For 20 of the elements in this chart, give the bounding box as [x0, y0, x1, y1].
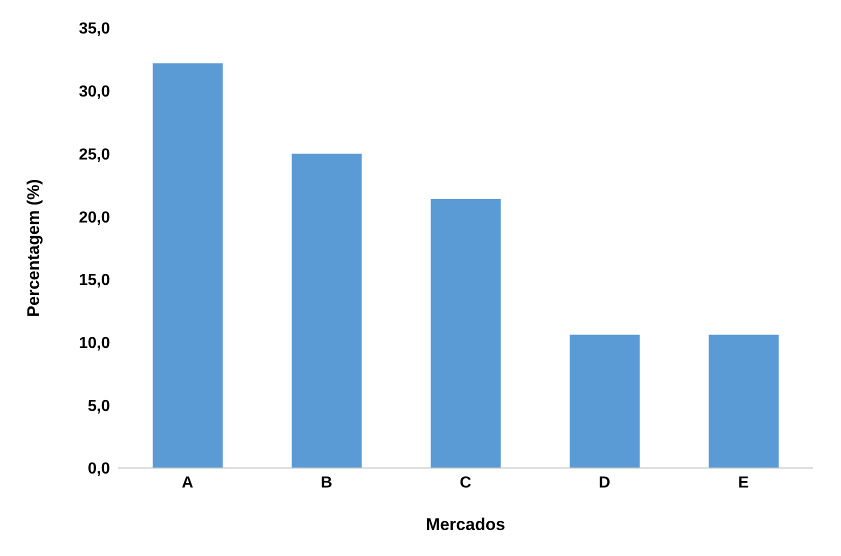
bar	[152, 63, 223, 468]
y-tick-label: 15,0	[78, 272, 110, 290]
bar	[430, 198, 501, 468]
y-tick-label: 0,0	[88, 460, 110, 478]
bar	[570, 334, 640, 468]
x-tick-label: C	[460, 474, 472, 492]
y-axis-title: Percentagem (%)	[24, 179, 44, 317]
bar	[292, 154, 362, 468]
x-tick-label: D	[598, 474, 610, 492]
x-tick-label: B	[320, 474, 332, 492]
bar	[708, 334, 779, 468]
y-tick-label: 30,0	[78, 84, 110, 101]
x-tick-label: E	[738, 474, 750, 492]
y-tick-label: 5,0	[88, 398, 110, 415]
y-tick-label: 10,0	[78, 334, 110, 352]
y-tick-label: 25,0	[78, 146, 110, 164]
y-tick-label: 20,0	[78, 209, 110, 226]
x-tick-label: A	[182, 474, 194, 492]
x-axis-title: Mercados	[426, 515, 506, 534]
y-tick-label: 35,0	[78, 20, 110, 38]
